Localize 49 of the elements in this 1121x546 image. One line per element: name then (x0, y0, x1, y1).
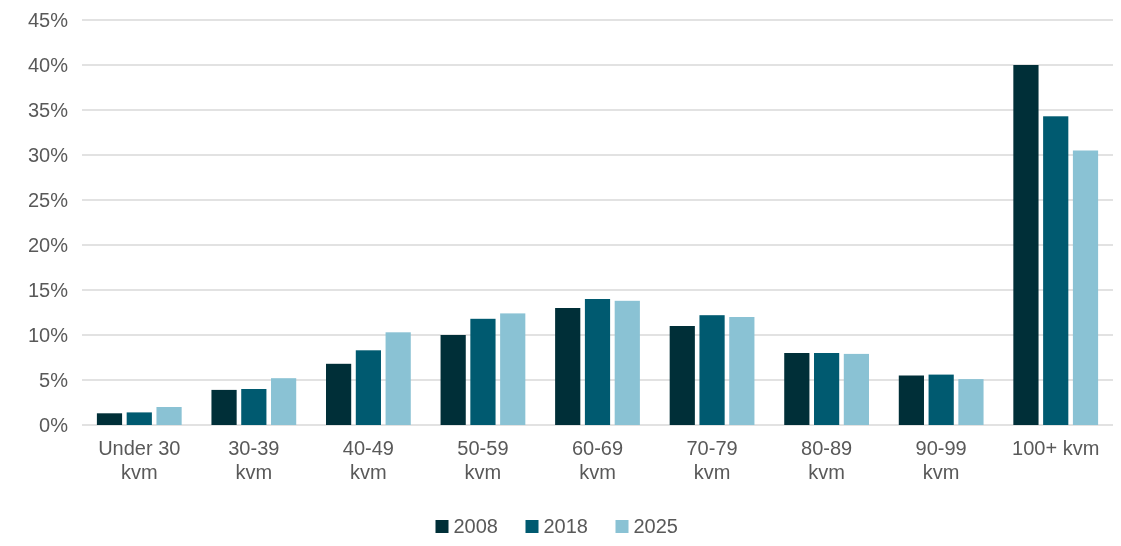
bar (843, 353, 869, 425)
bar (669, 326, 695, 425)
bar (584, 299, 611, 425)
y-tick-label: 40% (27, 54, 69, 76)
bar (470, 318, 496, 425)
bar (614, 300, 640, 425)
bar (1043, 116, 1069, 425)
bar (729, 317, 755, 425)
bar (241, 389, 267, 425)
y-tick-label: 10% (27, 324, 69, 346)
bar (958, 379, 984, 425)
x-tick-label: 40-49 kvm (342, 437, 394, 483)
x-tick-label: 90-99 kvm (915, 437, 967, 483)
bar (355, 350, 381, 425)
legend-label: 2025 (633, 515, 678, 537)
bar (784, 353, 810, 425)
x-tick-label: 70-79 kvm (686, 437, 738, 483)
x-tick-label: Under 30 kvm (98, 437, 181, 483)
bar (211, 389, 237, 425)
x-tick-label: 30-39 kvm (228, 437, 280, 483)
y-tick-label: 45% (27, 9, 69, 31)
x-tick-label: 50-59 kvm (457, 437, 509, 483)
bar (126, 412, 152, 425)
bar (1013, 65, 1039, 425)
y-tick-label: 35% (27, 99, 69, 121)
y-tick-label: 20% (27, 234, 69, 256)
bar (156, 407, 182, 425)
y-tick-label: 30% (27, 144, 69, 166)
x-tick-label: 100+ kvm (1012, 437, 1100, 459)
bar (928, 374, 954, 425)
y-tick-label: 5% (39, 369, 69, 391)
bar (440, 335, 466, 425)
bar (326, 363, 352, 425)
bar (699, 315, 725, 425)
bar (898, 375, 924, 425)
y-tick-label: 0% (39, 414, 69, 436)
legend-label: 2018 (543, 515, 588, 537)
bar (500, 313, 526, 425)
bar (555, 308, 581, 425)
bar (96, 413, 123, 425)
y-tick-label: 15% (27, 279, 69, 301)
x-tick-label: 60-69 kvm (571, 437, 624, 483)
bar (1072, 150, 1099, 425)
y-tick-label: 25% (27, 189, 69, 211)
legend-label: 2008 (453, 515, 498, 537)
bar (271, 378, 297, 425)
bar (814, 353, 840, 425)
bar (385, 332, 411, 425)
x-tick-label: 80-89 kvm (801, 437, 853, 483)
